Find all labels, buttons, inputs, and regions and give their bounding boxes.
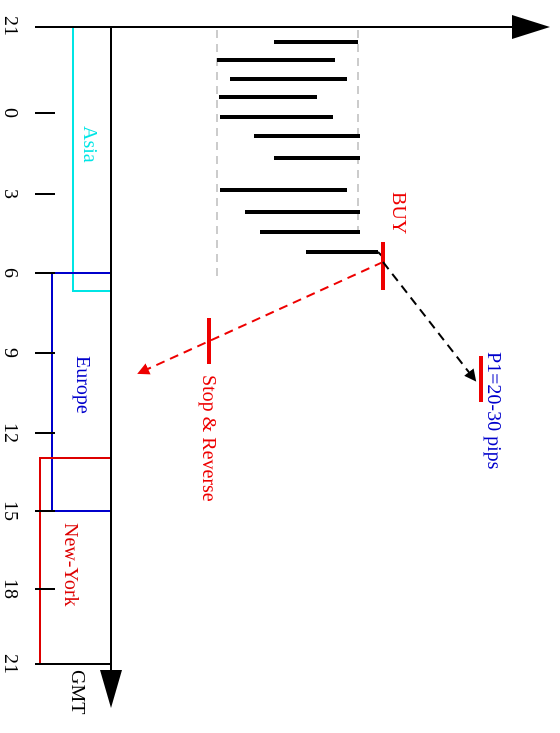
buy-label: BUY: [388, 192, 410, 234]
gmt-label: GMT: [67, 670, 89, 714]
tick-label-9: 9: [0, 348, 22, 358]
tick-label-18: 18: [0, 579, 22, 599]
target-label: P1=20-30 pips: [483, 352, 505, 470]
asia-label: Asia: [79, 126, 101, 163]
axis-ticks: [35, 112, 111, 665]
price-bars: [217, 40, 378, 254]
time-axis-arrowhead: [100, 670, 122, 708]
tick-label-6: 6: [0, 268, 22, 278]
target-arrow: [382, 261, 477, 382]
tick-label-3: 3: [0, 189, 22, 199]
tick-label-12: 12: [0, 423, 22, 443]
tick-label-21-end: 21: [0, 654, 22, 674]
stop-reverse-label: Stop & Reverse: [198, 375, 220, 502]
tick-label-21-start: 21: [0, 16, 22, 36]
tick-label-15: 15: [0, 501, 22, 521]
newyork-label: New-York: [60, 523, 82, 607]
europe-label: Europe: [72, 356, 94, 414]
tick-label-0: 0: [0, 108, 22, 118]
stop-reverse-arrow: [137, 261, 384, 375]
price-axis-arrowhead: [512, 15, 550, 39]
